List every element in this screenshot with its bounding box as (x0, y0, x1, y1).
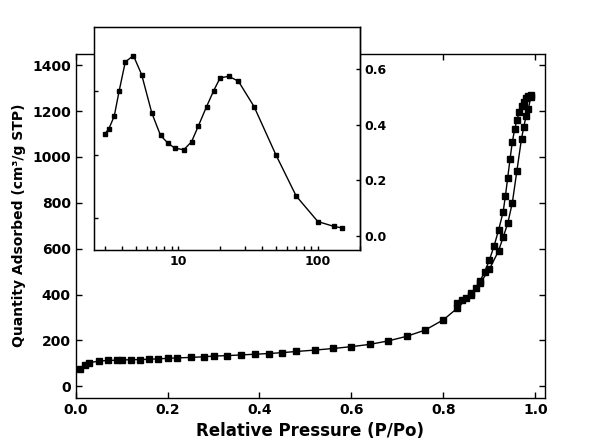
Y-axis label: Quantity Adsorbed (cm³/g STP): Quantity Adsorbed (cm³/g STP) (13, 104, 27, 347)
X-axis label: Relative Pressure (P/Po): Relative Pressure (P/Po) (196, 422, 424, 440)
